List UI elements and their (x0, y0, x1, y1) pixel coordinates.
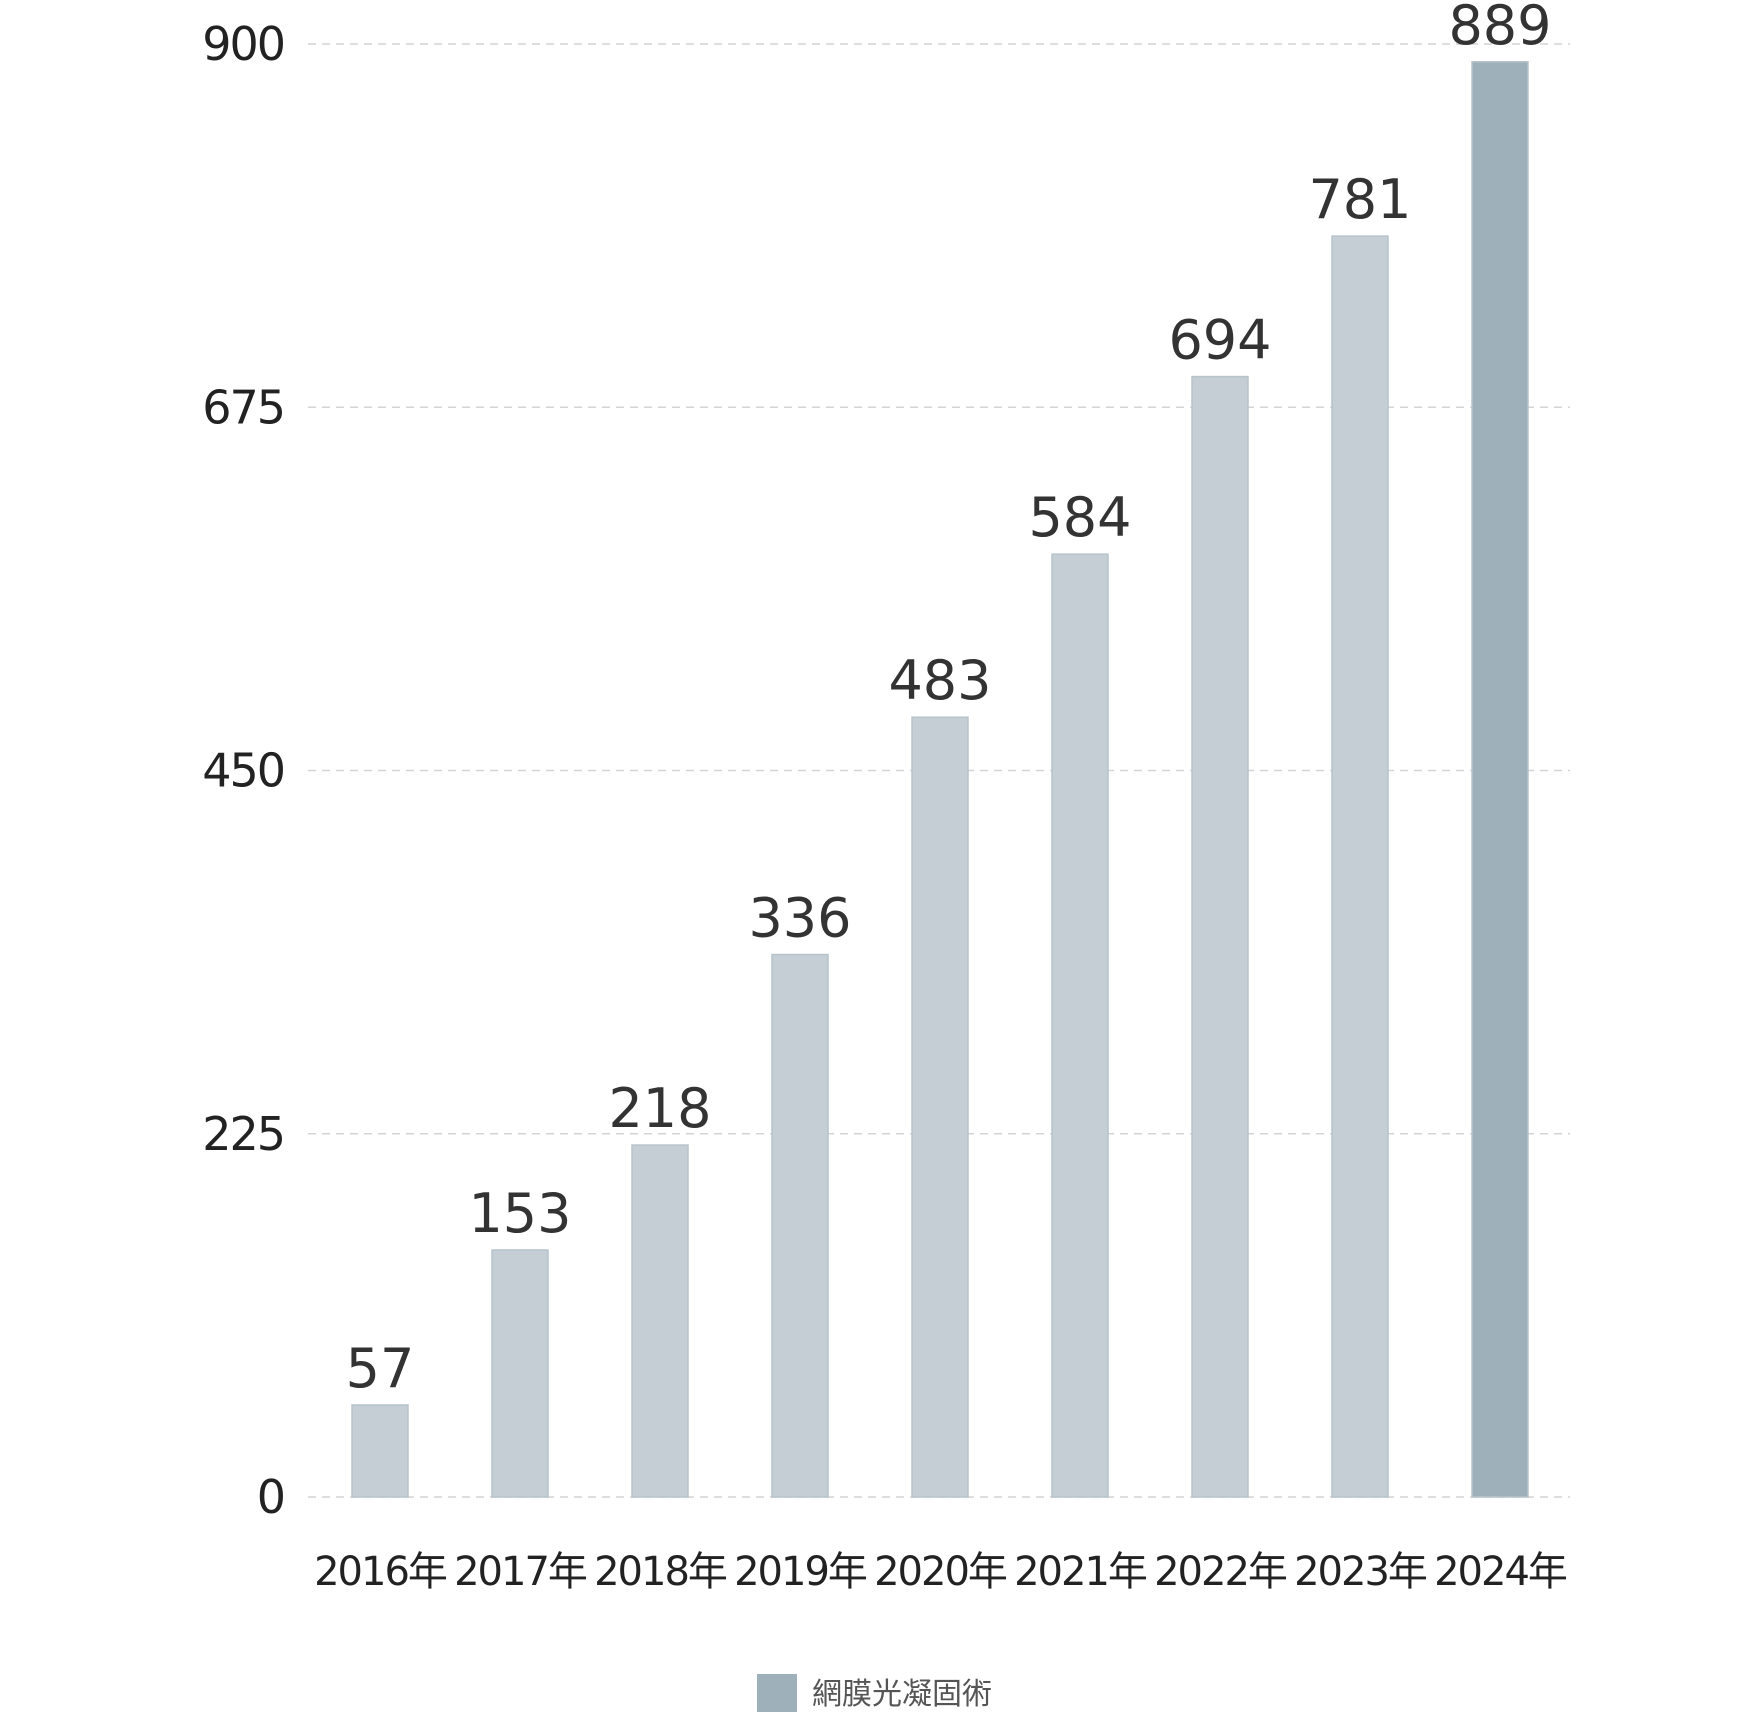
bar (351, 1404, 409, 1498)
y-axis-tick-labels: 0 225 450 675 900 (202, 17, 286, 1524)
x-axis-category-labels: 2016年 2017年 2018年 2019年 2020年 2021年 2022年 2023年… (314, 1549, 1569, 1595)
data-label: 694 (1168, 309, 1271, 372)
data-label: 584 (1028, 486, 1131, 549)
y-tick-label: 900 (202, 17, 284, 71)
bar (491, 1249, 549, 1498)
data-label: 889 (1448, 0, 1551, 57)
y-tick-label: 0 (257, 1470, 284, 1524)
bar (1331, 235, 1389, 1498)
bar (631, 1144, 689, 1498)
y-tick-label: 450 (202, 744, 284, 798)
x-tick-label: 2024年 (1434, 1549, 1567, 1595)
legend: 網膜光凝固術 (757, 1674, 992, 1712)
bar (771, 953, 829, 1498)
x-tick-label: 2017年 (454, 1549, 587, 1595)
value-labels: 57 153 218 336 483 584 694 781 889 (346, 0, 1552, 1400)
bar (1191, 375, 1249, 1498)
y-tick-label: 675 (202, 380, 284, 434)
data-label: 483 (888, 649, 991, 712)
x-tick-label: 2020年 (874, 1549, 1007, 1595)
bar (911, 716, 969, 1498)
data-label: 336 (748, 887, 851, 950)
legend-swatch (757, 1674, 797, 1712)
data-label: 57 (346, 1337, 415, 1400)
x-tick-label: 2022年 (1154, 1549, 1287, 1595)
legend-label: 網膜光凝固術 (812, 1677, 992, 1712)
y-tick-label: 225 (202, 1107, 284, 1161)
x-tick-label: 2023年 (1294, 1549, 1427, 1595)
bar (1471, 61, 1529, 1498)
bars (351, 61, 1529, 1498)
bar (1051, 553, 1109, 1498)
data-label: 781 (1308, 168, 1411, 231)
x-tick-label: 2016年 (314, 1549, 447, 1595)
data-label: 153 (468, 1182, 571, 1245)
x-tick-label: 2019年 (734, 1549, 867, 1595)
x-tick-label: 2021年 (1014, 1549, 1147, 1595)
data-label: 218 (608, 1077, 711, 1140)
x-tick-label: 2018年 (594, 1549, 727, 1595)
